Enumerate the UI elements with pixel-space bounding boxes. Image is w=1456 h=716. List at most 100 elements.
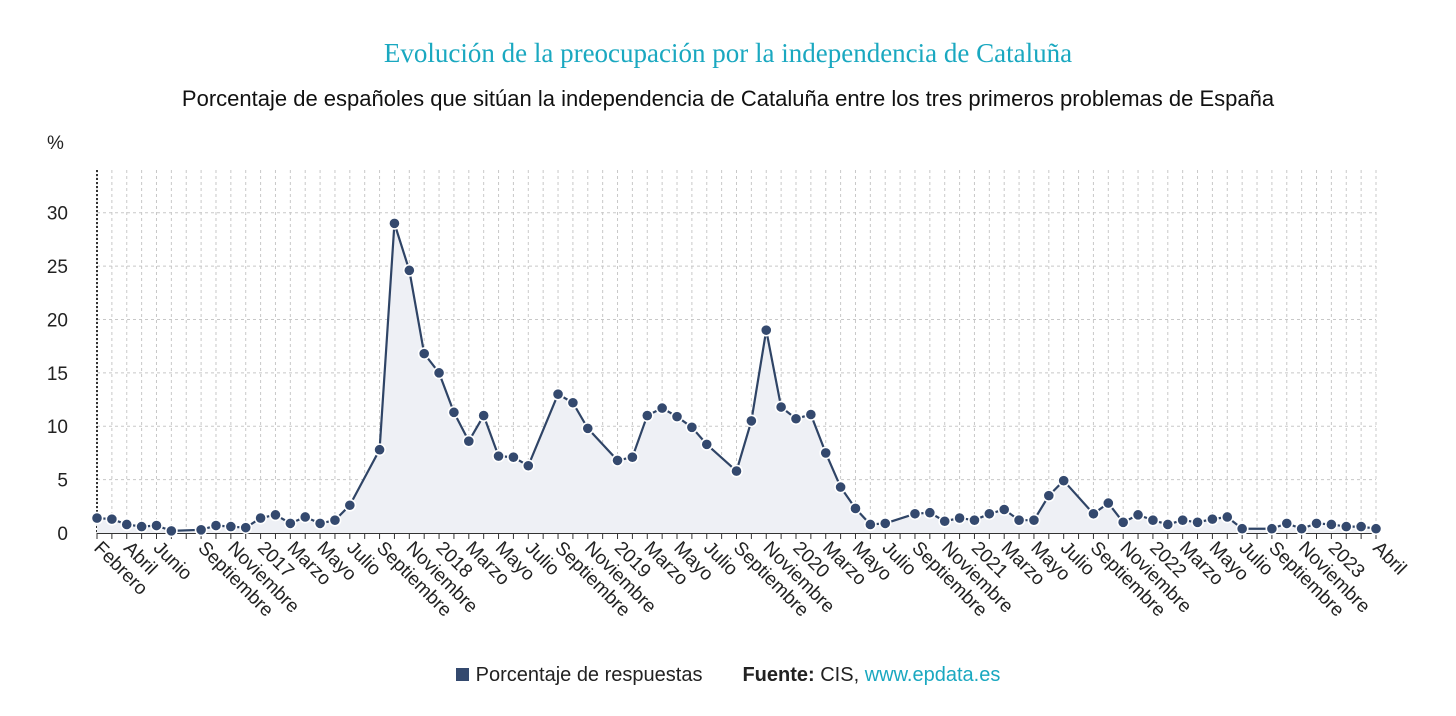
data-point[interactable] [581, 421, 595, 435]
source-label: Fuente: [742, 664, 815, 686]
data-point[interactable] [521, 459, 535, 473]
data-point[interactable] [774, 400, 788, 414]
data-point[interactable] [1176, 513, 1190, 527]
data-point[interactable] [507, 450, 520, 464]
data-point[interactable] [477, 409, 491, 422]
data-point[interactable] [670, 410, 684, 424]
chart-footer: Porcentaje de respuestas Fuente: CIS, www… [0, 664, 1456, 687]
y-tick-label: 20 [47, 310, 68, 331]
data-point[interactable] [863, 518, 877, 531]
data-point[interactable] [759, 323, 773, 337]
data-point[interactable] [1354, 520, 1368, 533]
data-point[interactable] [1087, 507, 1100, 521]
data-point[interactable] [328, 513, 342, 527]
data-point[interactable] [1027, 513, 1041, 527]
data-point[interactable] [164, 524, 178, 538]
data-point[interactable] [789, 412, 803, 426]
data-point[interactable] [997, 503, 1011, 516]
data-point[interactable] [1057, 474, 1071, 488]
data-point[interactable] [120, 518, 134, 531]
data-point[interactable] [1042, 489, 1056, 503]
data-point[interactable] [1310, 516, 1323, 530]
data-point[interactable] [432, 366, 446, 380]
data-point[interactable] [388, 216, 401, 230]
data-point[interactable] [819, 446, 833, 460]
tick-labels: 051015202530%FebreroAbrilJunioSeptiembre… [47, 133, 1410, 621]
data-point[interactable] [834, 480, 848, 494]
data-point[interactable] [908, 507, 922, 521]
y-tick-label: 25 [47, 257, 68, 278]
data-point[interactable] [298, 510, 312, 524]
data-point[interactable] [1206, 512, 1219, 526]
data-point[interactable] [804, 408, 818, 421]
data-point[interactable] [1191, 515, 1204, 529]
data-point[interactable] [239, 521, 253, 535]
y-tick-label: 30 [47, 204, 68, 225]
data-point[interactable] [730, 464, 743, 478]
data-point[interactable] [744, 414, 758, 428]
data-point[interactable] [254, 511, 267, 525]
data-point[interactable] [402, 263, 416, 277]
data-point[interactable] [1324, 518, 1338, 531]
data-point[interactable] [1295, 522, 1309, 536]
series-points [90, 216, 1383, 538]
y-tick-label: 10 [47, 417, 68, 438]
data-point[interactable] [953, 511, 966, 525]
data-point[interactable] [343, 498, 357, 512]
source-link[interactable]: www.epdata.es [864, 664, 1001, 686]
data-point[interactable] [611, 453, 624, 467]
data-point[interactable] [625, 450, 639, 464]
data-point[interactable] [551, 387, 565, 401]
data-point[interactable] [135, 520, 149, 533]
data-point[interactable] [269, 508, 282, 522]
data-point[interactable] [462, 434, 476, 448]
y-tick-label: 15 [47, 364, 68, 385]
data-point[interactable] [373, 443, 386, 457]
data-point[interactable] [1235, 522, 1249, 536]
data-point[interactable] [968, 513, 981, 527]
data-point[interactable] [938, 514, 952, 528]
data-point[interactable] [1116, 515, 1130, 529]
data-point[interactable] [1101, 496, 1115, 510]
data-point[interactable] [655, 401, 669, 415]
data-point[interactable] [1220, 510, 1234, 524]
data-point[interactable] [566, 396, 580, 410]
data-point[interactable] [700, 437, 714, 451]
data-point[interactable] [1161, 518, 1175, 531]
data-point[interactable] [982, 507, 996, 521]
data-point[interactable] [1339, 520, 1353, 533]
legend-swatch [455, 668, 469, 681]
data-point[interactable] [313, 516, 327, 530]
legend-label: Porcentaje de respuestas [475, 664, 703, 686]
y-tick-label: 5 [57, 471, 68, 492]
data-point[interactable] [417, 347, 431, 361]
data-point[interactable] [224, 520, 238, 533]
data-point[interactable] [1012, 513, 1026, 527]
data-point[interactable] [492, 449, 505, 463]
data-point[interactable] [150, 519, 163, 532]
data-point[interactable] [849, 502, 862, 515]
data-point[interactable] [1280, 516, 1294, 530]
y-axis-label: % [47, 133, 64, 154]
data-point[interactable] [923, 506, 937, 520]
x-tick-label: Abril [1368, 538, 1410, 580]
data-point[interactable] [90, 511, 104, 525]
data-point[interactable] [640, 409, 654, 422]
data-point[interactable] [209, 519, 223, 532]
data-point[interactable] [447, 405, 461, 419]
data-point[interactable] [105, 512, 119, 526]
data-point[interactable] [1146, 513, 1160, 527]
data-point[interactable] [283, 516, 297, 530]
data-point[interactable] [1265, 522, 1279, 536]
data-point[interactable] [1369, 522, 1383, 536]
series-area [97, 223, 1376, 533]
y-tick-label: 0 [57, 524, 68, 545]
data-point[interactable] [685, 420, 699, 434]
data-point[interactable] [878, 516, 892, 530]
chart-subtitle: Porcentaje de españoles que sitúan la in… [181, 86, 1275, 111]
series-area-fill [97, 223, 1376, 533]
data-point[interactable] [194, 523, 208, 537]
data-point[interactable] [1131, 508, 1145, 522]
chart-title: Evolución de la preocupación por la inde… [383, 38, 1073, 68]
